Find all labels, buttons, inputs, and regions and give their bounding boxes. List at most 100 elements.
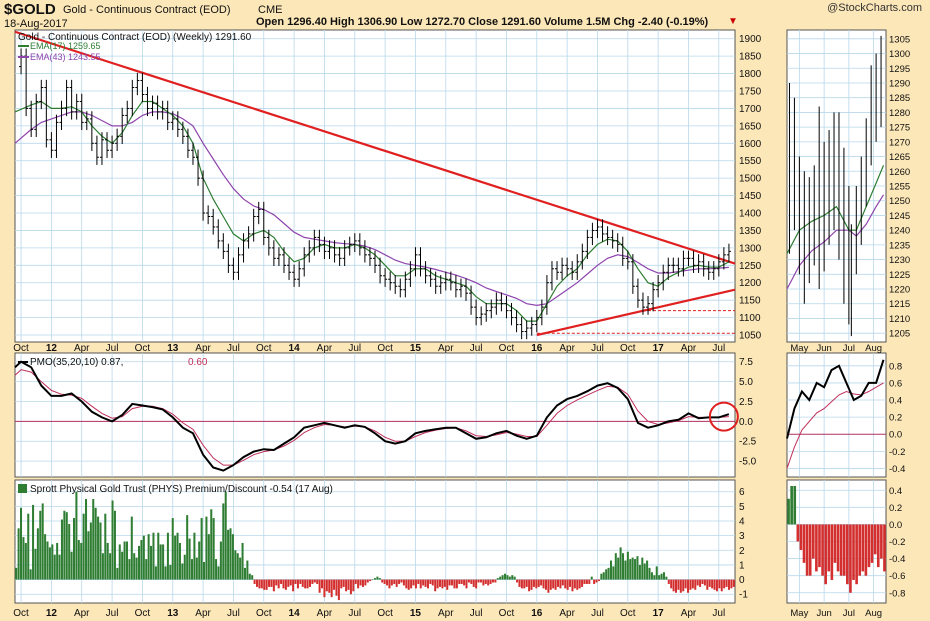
daily-y-tick-label: 1255 bbox=[889, 182, 910, 193]
phys-bar bbox=[89, 522, 92, 580]
phys-bar bbox=[443, 579, 446, 587]
phys-bar bbox=[113, 510, 116, 580]
phys-bar bbox=[578, 579, 581, 589]
phys-bar bbox=[133, 553, 136, 580]
phys-bar bbox=[263, 579, 266, 590]
phys-bar bbox=[345, 579, 348, 592]
phys-bar bbox=[97, 516, 100, 580]
main-y-tick-label: 1450 bbox=[739, 191, 762, 202]
x-tick-label: 13 bbox=[167, 343, 179, 354]
x-tick-label: 16 bbox=[531, 343, 543, 354]
x-tick-label: 17 bbox=[653, 343, 665, 354]
daily-y-tick-label: 1295 bbox=[889, 64, 910, 75]
phys-bar bbox=[593, 579, 596, 584]
phys-bar bbox=[670, 579, 673, 589]
phys-bar bbox=[219, 541, 222, 580]
phys-bar bbox=[65, 512, 68, 580]
phys-bar bbox=[451, 579, 454, 586]
phys-daily-bar bbox=[811, 524, 815, 559]
phys-daily-bar bbox=[793, 485, 797, 525]
phys-bar bbox=[140, 540, 143, 580]
daily-x-tick-label: Aug bbox=[865, 343, 882, 354]
phys-bar bbox=[72, 518, 76, 580]
watermark: @StockCharts.com bbox=[827, 2, 922, 14]
phys-bar bbox=[181, 563, 184, 580]
phys-bar bbox=[528, 579, 531, 592]
phys-bar bbox=[547, 579, 550, 593]
phys-bar bbox=[436, 579, 439, 589]
phys-bar bbox=[301, 579, 304, 587]
phys-daily-bar bbox=[880, 524, 883, 559]
exchange-label: CME bbox=[258, 4, 283, 16]
phys-bar bbox=[556, 579, 560, 587]
phys-daily-y-tick-label: -0.6 bbox=[889, 571, 905, 582]
phys-bar bbox=[299, 579, 302, 584]
phys-bar bbox=[366, 579, 369, 583]
phys-bar bbox=[337, 579, 340, 601]
daily-ema17-line bbox=[786, 165, 885, 254]
phys-bar bbox=[104, 513, 107, 580]
phys-bar bbox=[200, 518, 203, 580]
phys-daily-bar bbox=[842, 524, 846, 576]
phys-bar bbox=[147, 534, 150, 580]
main-panel-title: Gold - Continuous Contract (EOD) (Weekly… bbox=[18, 32, 252, 43]
pmo-line bbox=[14, 360, 730, 472]
main-y-tick-label: 1100 bbox=[739, 313, 761, 324]
phys-bar bbox=[605, 569, 608, 580]
phys-bar bbox=[20, 507, 23, 580]
phys-bar bbox=[388, 579, 391, 589]
phys-bar bbox=[231, 534, 234, 580]
phys-bar bbox=[176, 532, 179, 580]
phys-bar bbox=[328, 579, 331, 593]
phys-bar bbox=[470, 579, 473, 584]
daily-x-tick-label: Jun bbox=[816, 343, 831, 354]
x-tick-label: 15 bbox=[410, 343, 422, 354]
phys-bar bbox=[282, 579, 285, 589]
phys-bar bbox=[85, 499, 88, 580]
phys-bar bbox=[446, 579, 449, 590]
x-tick-label: 13 bbox=[167, 608, 179, 619]
phys-bar bbox=[234, 550, 237, 580]
pmo-daily-y-tick-label: -0.2 bbox=[889, 447, 905, 458]
phys-bar bbox=[383, 579, 386, 584]
phys-bar bbox=[631, 557, 634, 580]
phys-bar bbox=[80, 542, 83, 580]
daily-y-tick-label: 1300 bbox=[889, 49, 910, 60]
phys-daily-y-tick-label: 0.0 bbox=[889, 520, 902, 531]
phys-bar bbox=[251, 575, 254, 580]
x-tick-label: 12 bbox=[46, 343, 58, 354]
x-tick-label: Apr bbox=[559, 343, 575, 354]
phys-bar bbox=[325, 579, 328, 592]
phys-bar bbox=[393, 579, 396, 584]
daily-y-tick-label: 1260 bbox=[889, 167, 910, 178]
pmo-y-tick-label: 5.0 bbox=[739, 377, 753, 388]
phys-bar bbox=[564, 579, 567, 589]
main-y-tick-label: 1550 bbox=[739, 156, 762, 167]
daily-x-tick-label: May bbox=[790, 343, 808, 354]
daily-y-tick-label: 1205 bbox=[889, 329, 910, 340]
main-y-tick-label: 1400 bbox=[739, 209, 762, 220]
pmo-highlight-circle bbox=[708, 401, 739, 432]
phys-daily-bar bbox=[802, 524, 806, 563]
phys-bar bbox=[496, 578, 499, 580]
phys-bar bbox=[92, 499, 95, 580]
trendline-upper bbox=[14, 30, 736, 265]
phys-bar bbox=[296, 579, 299, 589]
phys-panel-title: Sprott Physical Gold Trust (PHYS) Premiu… bbox=[30, 484, 333, 495]
phys-y-tick-label: 1 bbox=[739, 560, 745, 571]
phys-bar bbox=[501, 575, 504, 580]
phys-bar bbox=[294, 579, 297, 584]
phys-bar bbox=[229, 528, 232, 580]
phys-bar bbox=[622, 553, 625, 580]
x-tick-label: Apr bbox=[317, 343, 333, 354]
phys-bar bbox=[581, 579, 584, 587]
phys-bar bbox=[313, 579, 316, 583]
phys-bar bbox=[595, 579, 598, 583]
phys-daily-y-tick-label: -0.8 bbox=[889, 588, 905, 599]
phys-bar bbox=[455, 579, 458, 589]
phys-bar bbox=[359, 579, 362, 586]
daily-y-tick-label: 1290 bbox=[889, 78, 910, 89]
phys-bar bbox=[706, 579, 709, 590]
phys-daily-bar bbox=[883, 524, 886, 572]
x-tick-label: Jul bbox=[470, 343, 483, 354]
